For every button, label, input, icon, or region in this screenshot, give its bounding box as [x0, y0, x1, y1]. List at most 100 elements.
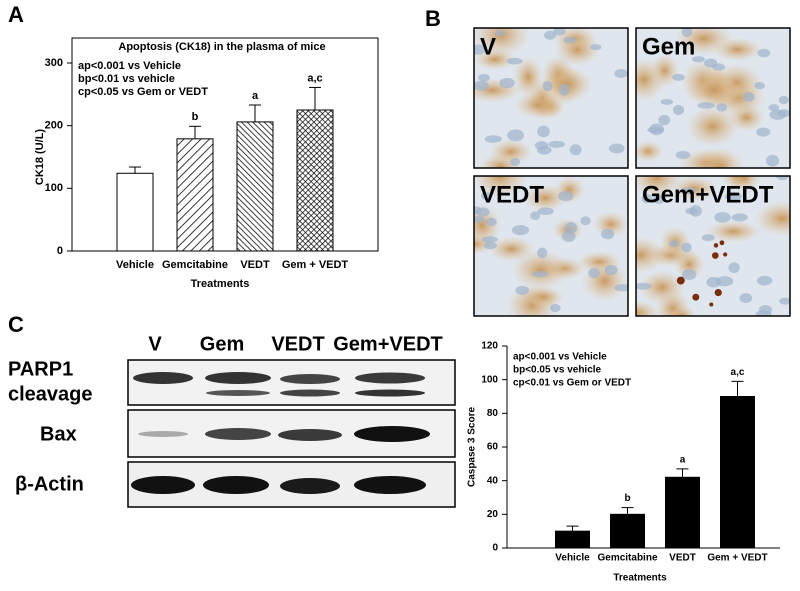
- nucleus: [475, 207, 490, 217]
- lane-label: Gem+VEDT: [333, 333, 442, 355]
- image-label: V: [480, 33, 496, 60]
- nucleus: [668, 240, 680, 247]
- x-tick-label: VEDT: [240, 259, 270, 271]
- nucleus: [536, 145, 552, 155]
- nucleus: [484, 135, 502, 143]
- frame: [635, 175, 791, 317]
- image-label: VEDT: [480, 181, 544, 208]
- row-label: β-Actin: [15, 473, 84, 495]
- panel-label: B: [425, 6, 441, 31]
- note: bp<0.05 vs vehicle: [513, 365, 602, 376]
- nucleus: [507, 129, 525, 142]
- nucleus: [483, 241, 498, 250]
- nucleus: [537, 247, 548, 259]
- band: [203, 476, 269, 494]
- apoptotic-body: [723, 252, 728, 257]
- band: [133, 372, 193, 384]
- note: ap<0.001 vs Vehicle: [78, 60, 181, 72]
- y-tick-label: 80: [487, 408, 499, 419]
- nucleus: [715, 276, 734, 287]
- tissue: [474, 176, 628, 316]
- x-tick-label: Gemcitabine: [162, 259, 228, 271]
- cell: [686, 105, 740, 148]
- cell: [581, 260, 628, 303]
- nucleus: [776, 176, 789, 181]
- nucleus: [691, 56, 705, 63]
- apoptotic-body: [713, 243, 719, 248]
- y-tick-label: 40: [487, 475, 499, 486]
- band: [205, 372, 271, 384]
- nucleus: [580, 216, 591, 226]
- nucleus: [777, 109, 790, 118]
- bar-label: a: [680, 455, 686, 466]
- nucleus: [685, 207, 698, 215]
- note: ap<0.001 vs Vehicle: [513, 352, 607, 363]
- cell: [512, 55, 544, 99]
- cell: [636, 140, 664, 163]
- tissue: [474, 28, 628, 168]
- x-tick-label: Vehicle: [555, 553, 590, 564]
- nucleus: [756, 275, 773, 286]
- western-blot: [127, 359, 456, 508]
- nucleus: [731, 213, 748, 222]
- band: [354, 476, 426, 494]
- cell: [511, 249, 570, 291]
- cell: [540, 66, 593, 103]
- y-tick-label: 120: [481, 341, 498, 352]
- panel-label: C: [8, 312, 24, 337]
- nucleus: [756, 127, 771, 137]
- nucleus: [499, 77, 515, 89]
- nucleus: [530, 211, 541, 221]
- y-axis-label: CK18 (U/L): [34, 129, 46, 186]
- bar-chart: 0 20 40 60 80 100 120 ap<0.001 vs Vehicle bp<0.0…: [467, 341, 780, 584]
- apoptotic-body: [714, 288, 722, 297]
- nucleus: [590, 44, 602, 51]
- bar: [176, 138, 214, 252]
- bar: [610, 513, 645, 549]
- nucleus: [658, 114, 671, 126]
- nucleus: [537, 125, 550, 138]
- cell: [636, 57, 666, 102]
- nucleus: [548, 140, 566, 148]
- bar: [296, 109, 334, 252]
- band: [206, 390, 270, 396]
- y-tick-label: 0: [57, 245, 63, 257]
- nucleus: [768, 104, 780, 112]
- x-tick-label: Gemcitabine: [597, 553, 657, 564]
- nucleus: [614, 69, 628, 78]
- frame: [473, 175, 629, 317]
- y-tick-label: 20: [487, 509, 499, 520]
- cell: [695, 146, 745, 168]
- nucleus: [485, 217, 497, 227]
- band: [355, 372, 425, 384]
- nucleus: [569, 144, 582, 156]
- lane-label: Gem: [200, 333, 244, 355]
- cell: [706, 220, 762, 243]
- band: [355, 389, 425, 397]
- nucleus: [588, 267, 600, 279]
- nucleus: [477, 73, 490, 82]
- image-label: Gem+VEDT: [642, 181, 774, 208]
- nucleus: [712, 63, 726, 71]
- cell: [522, 285, 565, 308]
- x-tick-label: VEDT: [669, 553, 696, 564]
- nucleus: [758, 305, 773, 315]
- nucleus: [563, 36, 577, 44]
- band: [354, 426, 430, 442]
- bar: [555, 530, 590, 549]
- y-tick-label: 0: [492, 543, 498, 554]
- nucleus: [511, 225, 530, 236]
- apoptotic-body: [692, 293, 700, 301]
- bar-label: a: [252, 90, 259, 102]
- cell: [667, 305, 696, 316]
- frame: [635, 27, 791, 169]
- cell: [754, 200, 790, 237]
- cell: [728, 176, 761, 192]
- y-tick-label: 200: [45, 120, 63, 132]
- panel-label: A: [8, 2, 24, 27]
- row-label: PARP1: [8, 358, 73, 380]
- y-axis-label: Caspase 3 Score: [467, 407, 478, 487]
- nucleus: [672, 73, 685, 81]
- nucleus: [757, 48, 771, 58]
